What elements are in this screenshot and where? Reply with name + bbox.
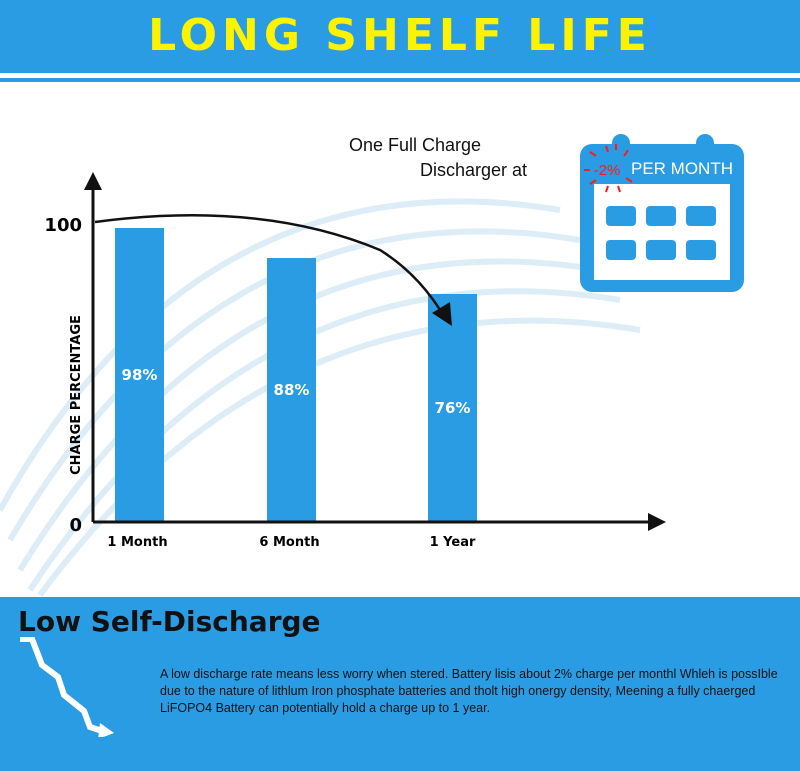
footer-title: Low Self-Discharge <box>18 605 321 638</box>
annotation-line2: Discharger at <box>420 160 528 180</box>
x-axis-arrow <box>648 513 666 531</box>
y-axis-arrow <box>84 172 102 190</box>
bar-2 <box>267 258 316 522</box>
y-axis-label: CHARGE PERCENTAGE <box>69 315 84 475</box>
y-tick-100: 100 <box>44 215 82 236</box>
data-label-2: 88% <box>274 381 310 399</box>
header-banner: LONG SHELF LIFE <box>0 0 800 73</box>
per-month-label: PER MONTH <box>631 159 733 178</box>
x-tick-label-2: 6 Month <box>259 535 319 550</box>
down-trend-arrow-icon <box>20 637 114 737</box>
footer-description: A low discharge rate means less worry wh… <box>160 667 778 715</box>
calendar-icon: -2% PER MONTH <box>580 134 744 292</box>
x-tick-label-1: 1 Month <box>107 535 167 550</box>
rate-text: -2% <box>594 162 621 179</box>
y-tick-0: 0 <box>69 515 82 536</box>
discharge-curve-arrow <box>94 214 447 319</box>
bar-1 <box>115 228 164 522</box>
data-label-3: 76% <box>435 399 471 417</box>
header-divider <box>0 78 800 82</box>
curve-arrowhead <box>432 302 452 326</box>
page-title: LONG SHELF LIFE <box>148 10 652 61</box>
data-label-1: 98% <box>122 366 158 384</box>
x-tick-label-3: 1 Year <box>430 535 476 550</box>
annotation-line1: One Full Charge <box>349 135 482 155</box>
footer-section: Low Self-Discharge A low discharge rate … <box>0 597 800 771</box>
bar-chart: 98% 1 Month 88% 6 Month 76% 1 Year 100 0 CHAR… <box>44 172 666 550</box>
bar-3 <box>428 294 477 522</box>
